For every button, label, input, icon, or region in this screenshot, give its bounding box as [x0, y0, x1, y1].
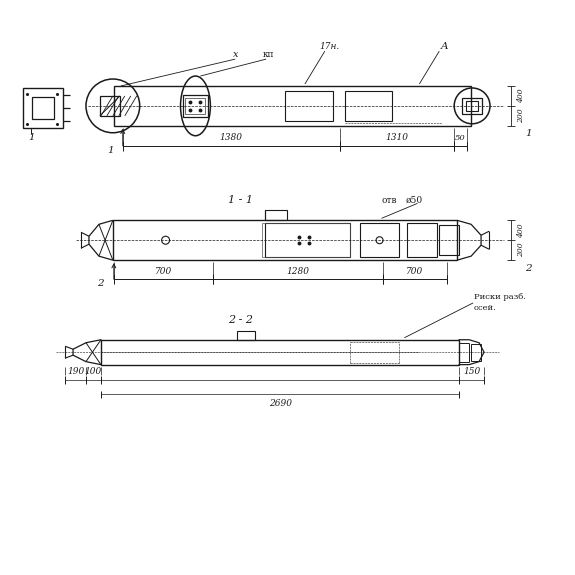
Text: Риски разб.: Риски разб. [474, 293, 526, 301]
Bar [186, 98, 205, 114]
Text: 2690: 2690 [269, 399, 292, 408]
Text: 200: 200 [517, 109, 525, 123]
Bar [237, 331, 255, 340]
Bar [265, 210, 287, 220]
Bar [462, 98, 482, 114]
Bar [265, 223, 350, 257]
Text: 400: 400 [517, 223, 525, 237]
Text: ø50: ø50 [406, 196, 423, 205]
Text: 400: 400 [517, 89, 525, 104]
Bar [408, 223, 437, 257]
Bar [32, 97, 54, 119]
Text: 50: 50 [455, 134, 466, 141]
Bar [359, 223, 400, 257]
Text: 700: 700 [155, 267, 172, 275]
Text: 100: 100 [85, 367, 102, 376]
Text: 1310: 1310 [385, 133, 408, 142]
Bar [114, 86, 471, 126]
Bar [23, 88, 63, 128]
Bar [113, 220, 457, 260]
Text: 1: 1 [108, 146, 114, 155]
Text: 190: 190 [67, 367, 84, 376]
Text: 2: 2 [526, 263, 532, 273]
Bar [262, 223, 350, 257]
Text: 700: 700 [407, 267, 424, 275]
Bar [285, 91, 333, 121]
Bar [100, 96, 120, 116]
Text: 1: 1 [526, 129, 532, 138]
Text: 2 - 2: 2 - 2 [228, 315, 253, 325]
Text: кп: кп [262, 49, 274, 59]
Bar [182, 95, 208, 117]
Text: отв: отв [382, 196, 397, 205]
Bar [466, 101, 478, 111]
Text: 2: 2 [97, 278, 104, 288]
Text: 1: 1 [28, 133, 35, 142]
Bar [439, 225, 459, 255]
Bar [345, 91, 393, 121]
Bar [101, 340, 459, 365]
Text: 1380: 1380 [220, 133, 243, 142]
Text: A: A [440, 41, 448, 51]
Text: 1280: 1280 [286, 267, 309, 275]
Text: осей.: осей. [474, 304, 497, 312]
Bar [471, 344, 481, 361]
Text: 1 - 1: 1 - 1 [228, 196, 253, 205]
Text: 17н.: 17н. [320, 41, 340, 51]
Text: 150: 150 [463, 367, 480, 376]
Text: x: x [232, 49, 238, 59]
Text: 200: 200 [517, 243, 525, 258]
